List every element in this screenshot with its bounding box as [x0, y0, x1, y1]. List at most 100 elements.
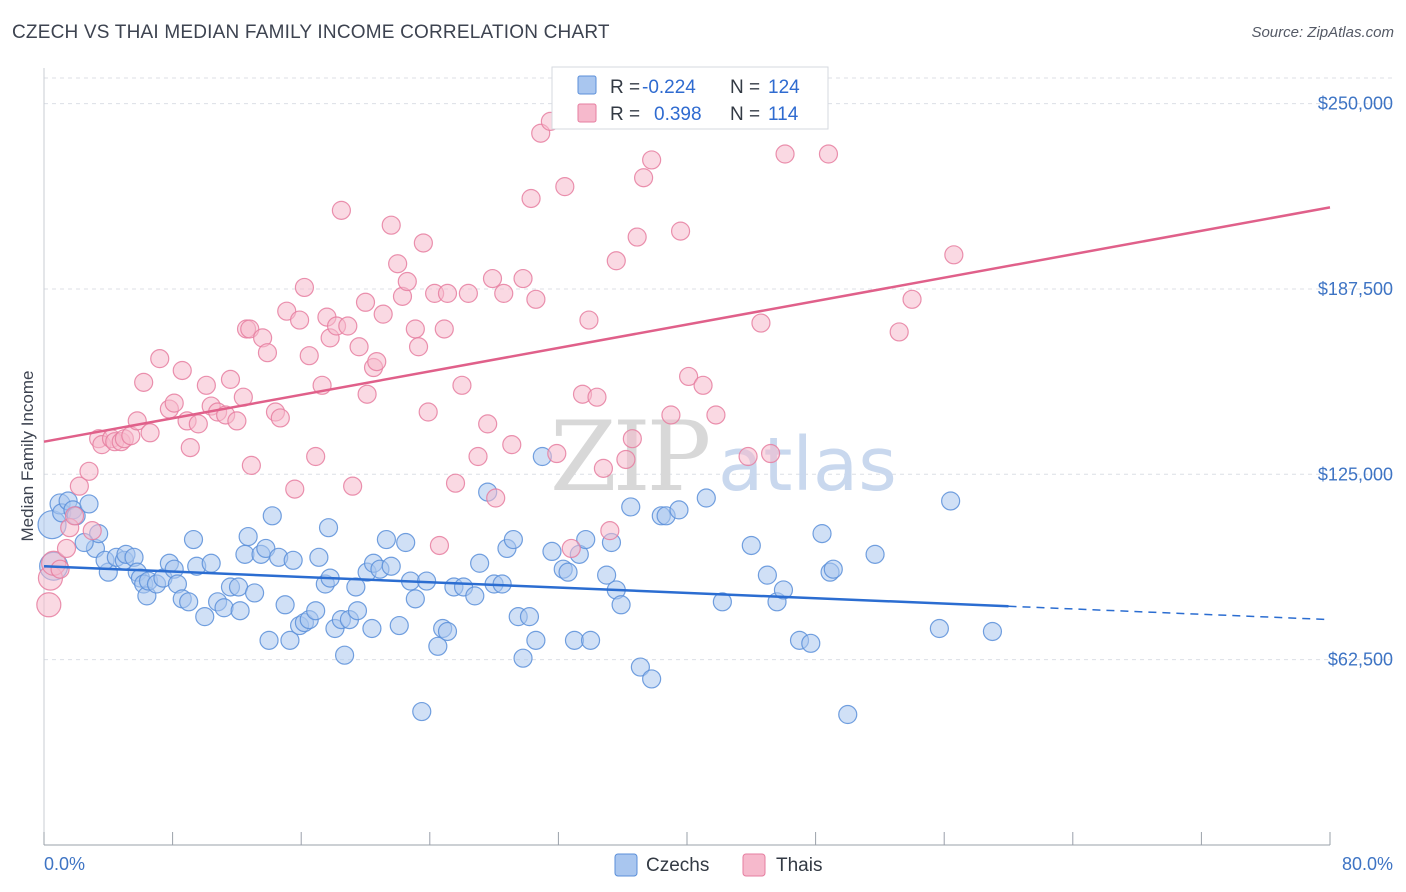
czech-point-48 [283, 550, 303, 570]
czech-point-86 [503, 529, 523, 550]
bottom-legend-swatch-thais [742, 853, 766, 877]
thai-point-56 [357, 384, 377, 404]
thai-point-88 [561, 538, 581, 559]
thai-point-22 [164, 393, 184, 413]
thai-point-75 [468, 446, 488, 467]
thai-point-78 [486, 488, 506, 508]
thai-point-60 [381, 215, 401, 235]
thai-point-53 [343, 476, 363, 496]
czech-point-122 [929, 618, 949, 639]
thai-point-83 [526, 289, 546, 309]
czech-point-98 [580, 630, 601, 650]
bottom-legend-swatch-czechs [614, 853, 638, 877]
thai-point-70 [434, 319, 454, 339]
czech-point-32 [201, 553, 221, 573]
thai-point-86 [547, 443, 567, 464]
thai-point-95 [616, 449, 636, 470]
x-tick-label-min: 0.0% [44, 854, 85, 874]
thai-point-81 [513, 268, 533, 289]
thai-point-108 [775, 144, 795, 164]
czech-point-43 [259, 630, 279, 650]
points-layer [36, 111, 1003, 725]
thai-point-107 [760, 443, 781, 464]
thai-point-40 [270, 408, 290, 428]
thai-point-87 [555, 177, 575, 197]
thai-point-73 [452, 375, 472, 395]
czech-point-64 [362, 618, 382, 639]
thai-point-100 [661, 405, 681, 425]
grid-layer [44, 77, 1393, 661]
thai-point-6 [64, 506, 85, 526]
legend-r-label-czechs: R = [610, 77, 640, 98]
thai-point-43 [289, 310, 310, 330]
thai-point-52 [338, 316, 358, 336]
legend-top-box [551, 66, 829, 130]
czech-point-121 [865, 544, 885, 564]
thai-point-101 [670, 221, 691, 241]
czech-point-34 [214, 598, 234, 618]
thai-point-111 [902, 289, 922, 309]
thai-point-25 [180, 438, 200, 458]
thai-point-42 [285, 479, 305, 499]
czech-point-39 [238, 526, 258, 547]
trend-layer [43, 206, 1331, 621]
czech-point-70 [396, 532, 416, 553]
thai-point-82 [521, 188, 541, 209]
czech-point-123 [941, 491, 961, 511]
czech-point-90 [526, 630, 546, 650]
czech-point-105 [642, 669, 662, 689]
thai-point-61 [388, 254, 408, 274]
czech-point-89 [519, 607, 540, 627]
legend-swatch-thais [577, 103, 597, 123]
thai-point-32 [227, 411, 247, 431]
legend-n-value-czechs: 124 [768, 77, 800, 98]
thai-point-44 [294, 277, 315, 298]
thai-point-93 [600, 521, 620, 541]
legend-n-value-thais: 114 [768, 104, 799, 125]
thai-point-97 [627, 227, 647, 247]
thai-point-46 [306, 446, 326, 467]
czech-point-73 [412, 701, 432, 722]
thai-point-23 [172, 360, 192, 381]
czech-point-36 [228, 577, 249, 597]
thai-point-105 [738, 446, 758, 467]
thai-point-51 [331, 200, 351, 220]
thai-point-66 [413, 233, 433, 253]
legend-swatch-czechs [577, 75, 597, 95]
czech-point-77 [437, 621, 458, 642]
y-tick-label-1: $125,000 [1318, 464, 1393, 484]
thai-point-58 [367, 351, 387, 372]
czech-point-103 [621, 497, 641, 517]
czech-point-117 [812, 524, 832, 544]
thai-point-26 [188, 414, 208, 434]
thai-point-92 [593, 458, 614, 478]
bottom-legend-label-czechs: Czechs [646, 855, 709, 876]
czech-point-95 [564, 630, 585, 650]
czech-point-80 [465, 586, 485, 606]
czech-trend-line-extension [1008, 605, 1331, 621]
thai-point-7 [69, 476, 89, 496]
y-tick-label-3: $250,000 [1318, 94, 1393, 114]
x-tick-labels: 0.0% 80.0% [44, 854, 1393, 874]
legend-r-value-thais: 0.398 [654, 104, 702, 125]
czech-point-110 [712, 592, 732, 612]
czech-point-47 [280, 630, 300, 650]
chart-source: Source: ZipAtlas.com [1251, 24, 1394, 41]
thai-point-65 [408, 337, 429, 357]
czech-point-124 [982, 621, 1003, 642]
czech-point-104 [630, 657, 650, 677]
chart-title: CZECH VS THAI MEDIAN FAMILY INCOME CORRE… [12, 22, 610, 43]
thai-point-102 [679, 366, 699, 387]
thai-point-80 [502, 435, 522, 455]
thai-point-54 [349, 337, 369, 357]
legend-top: R = -0.224 N = 124 R = 0.398 N = 114 [551, 66, 829, 130]
czech-point-94 [558, 562, 578, 582]
czech-point-28 [179, 592, 199, 612]
czech-point-109 [696, 488, 716, 508]
thai-point-76 [478, 414, 498, 434]
thai-point-31 [220, 369, 241, 389]
thai-point-91 [587, 387, 607, 407]
thai-point-112 [944, 245, 964, 265]
thai-point-96 [622, 429, 642, 449]
